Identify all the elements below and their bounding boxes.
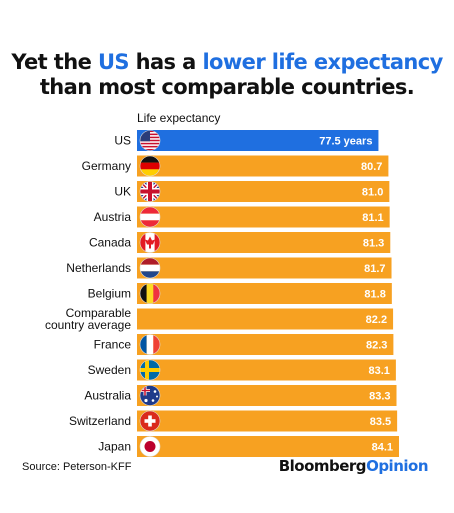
data-label: 81.3 bbox=[363, 238, 384, 250]
data-label: 81.8 bbox=[364, 289, 385, 301]
sweden-flag-icon bbox=[139, 359, 161, 381]
chart-title: Yet the US has a lower life expectancy t… bbox=[0, 50, 454, 100]
category-label: Germany bbox=[82, 159, 131, 173]
austria-flag-icon bbox=[139, 206, 161, 228]
bar-australia bbox=[137, 385, 397, 406]
bar-netherlands bbox=[137, 257, 392, 279]
bar-sweden bbox=[137, 359, 396, 381]
title-highlight-life-expectancy: lower life expectancy bbox=[202, 50, 443, 74]
brand-logo: BloombergOpinion bbox=[278, 457, 429, 475]
canada-flag-icon bbox=[139, 232, 161, 253]
category-label: Comparable country average bbox=[45, 306, 131, 332]
france-flag-icon bbox=[139, 334, 161, 355]
bar-france bbox=[137, 334, 394, 355]
data-label: 77.5 years bbox=[319, 136, 372, 148]
australia-flag-icon bbox=[139, 385, 161, 406]
japan-flag-icon bbox=[139, 436, 161, 457]
switzerland-flag-icon bbox=[139, 410, 161, 432]
data-label: 82.2 bbox=[366, 314, 387, 326]
brand-suffix: Opinion bbox=[366, 457, 428, 475]
data-label: 80.7 bbox=[361, 161, 382, 173]
category-label: Japan bbox=[98, 440, 131, 454]
data-label: 81.0 bbox=[362, 187, 383, 199]
data-label: 84.1 bbox=[372, 442, 393, 454]
germany-flag-icon bbox=[139, 155, 161, 177]
category-label: Switzerland bbox=[69, 414, 131, 428]
category-label: Australia bbox=[84, 389, 131, 403]
bar-us bbox=[137, 130, 379, 151]
data-label: 83.3 bbox=[369, 391, 390, 403]
category-label: France bbox=[94, 338, 132, 352]
data-label: 81.7 bbox=[364, 263, 385, 275]
belgium-flag-icon bbox=[139, 283, 161, 304]
bar-germany bbox=[137, 155, 389, 177]
brand-name: Bloomberg bbox=[278, 457, 367, 475]
source-note: Source: Peterson-KFF bbox=[22, 461, 132, 473]
category-label: UK bbox=[114, 185, 131, 199]
title-line-1: Yet the US has a lower life expectancy bbox=[0, 50, 454, 75]
bar-belgium bbox=[137, 283, 392, 304]
uk-flag-icon bbox=[139, 181, 161, 202]
bar-canada bbox=[137, 232, 391, 253]
bar-uk bbox=[137, 181, 390, 202]
us-flag-icon bbox=[139, 130, 161, 151]
data-label: 83.1 bbox=[368, 365, 389, 377]
netherlands-flag-icon bbox=[139, 257, 161, 279]
axis-label: Life expectancy bbox=[137, 111, 221, 125]
bar-austria bbox=[137, 206, 390, 228]
category-label: Netherlands bbox=[66, 261, 131, 275]
data-label: 83.5 bbox=[370, 416, 391, 428]
data-label: 82.3 bbox=[366, 340, 387, 352]
title-highlight-us: US bbox=[97, 50, 130, 74]
title-text: Yet the bbox=[11, 50, 98, 74]
bar-japan bbox=[137, 436, 399, 457]
category-label: Belgium bbox=[88, 287, 131, 301]
bar-switzerland bbox=[137, 410, 398, 432]
title-line-2: than most comparable countries. bbox=[39, 75, 415, 99]
category-label: Austria bbox=[94, 210, 132, 224]
data-label: 81.1 bbox=[362, 212, 383, 224]
category-label: Sweden bbox=[88, 363, 131, 377]
category-label: US bbox=[114, 134, 131, 148]
bar-comparable-country-average bbox=[137, 308, 394, 330]
category-label: Canada bbox=[89, 236, 131, 250]
title-text: has a bbox=[128, 50, 203, 74]
